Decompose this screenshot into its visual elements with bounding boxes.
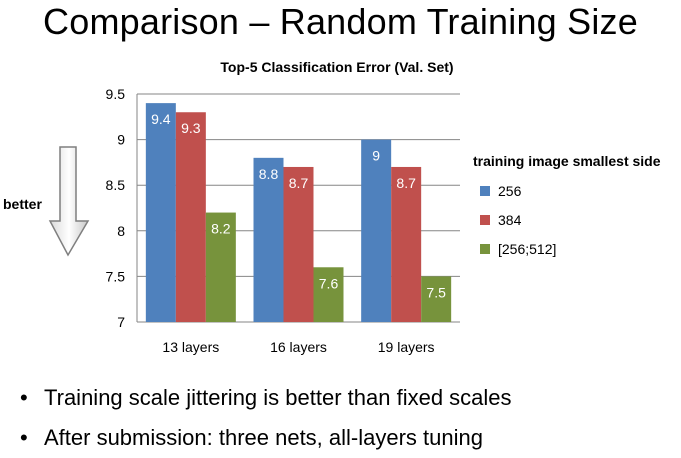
- data-label: 9.3: [181, 120, 201, 136]
- x-tick-label: 13 layers: [162, 339, 219, 355]
- legend-label: 384: [498, 212, 522, 228]
- bar: [205, 212, 236, 322]
- bullet-dot: •: [20, 425, 28, 450]
- bar: [175, 112, 206, 323]
- bullet-text: After submission: three nets, all-layers…: [44, 425, 483, 450]
- legend-label: [256;512]: [498, 241, 556, 257]
- data-label: 8.2: [211, 221, 231, 237]
- better-label: better: [3, 196, 42, 212]
- legend-title: training image smallest side: [473, 153, 661, 169]
- data-label: 7.6: [319, 275, 339, 291]
- down-arrow-icon: [48, 146, 90, 257]
- bullet-list: • Training scale jittering is better tha…: [16, 378, 512, 458]
- y-tick-label: 9.5: [106, 86, 126, 102]
- chart-title: Top-5 Classification Error (Val. Set): [220, 59, 453, 75]
- data-label: 7.5: [426, 284, 446, 300]
- data-label: 8.8: [259, 166, 279, 182]
- data-label: 9: [372, 148, 380, 164]
- y-tick-label: 7: [117, 314, 125, 330]
- data-label: 8.7: [289, 175, 309, 191]
- data-label: 8.7: [396, 175, 416, 191]
- bar: [361, 139, 392, 322]
- y-tick-label: 8.5: [106, 177, 126, 193]
- x-tick-label: 16 layers: [270, 339, 327, 355]
- bar: [313, 267, 344, 322]
- data-label: 9.4: [151, 111, 171, 127]
- y-tick-label: 7.5: [106, 268, 126, 284]
- bar: [253, 157, 284, 322]
- y-tick-label: 8: [117, 223, 125, 239]
- legend-swatch: [480, 186, 490, 196]
- bar: [391, 166, 422, 322]
- bullet-dot: •: [20, 385, 28, 410]
- slide-title: Comparison – Random Training Size: [43, 1, 638, 42]
- legend-label: 256: [498, 183, 522, 199]
- bar-chart: Top-5 Classification Error (Val. Set) 9.…: [106, 59, 661, 355]
- legend-swatch: [480, 244, 490, 254]
- y-tick-label: 9: [117, 132, 125, 148]
- legend-swatch: [480, 215, 490, 225]
- bullet-item: • After submission: three nets, all-laye…: [16, 418, 512, 458]
- bullet-text: Training scale jittering is better than …: [44, 385, 512, 410]
- bar: [145, 103, 176, 323]
- bar: [283, 166, 314, 322]
- bar: [421, 276, 452, 322]
- bullet-item: • Training scale jittering is better tha…: [16, 378, 512, 418]
- x-tick-label: 19 layers: [378, 339, 435, 355]
